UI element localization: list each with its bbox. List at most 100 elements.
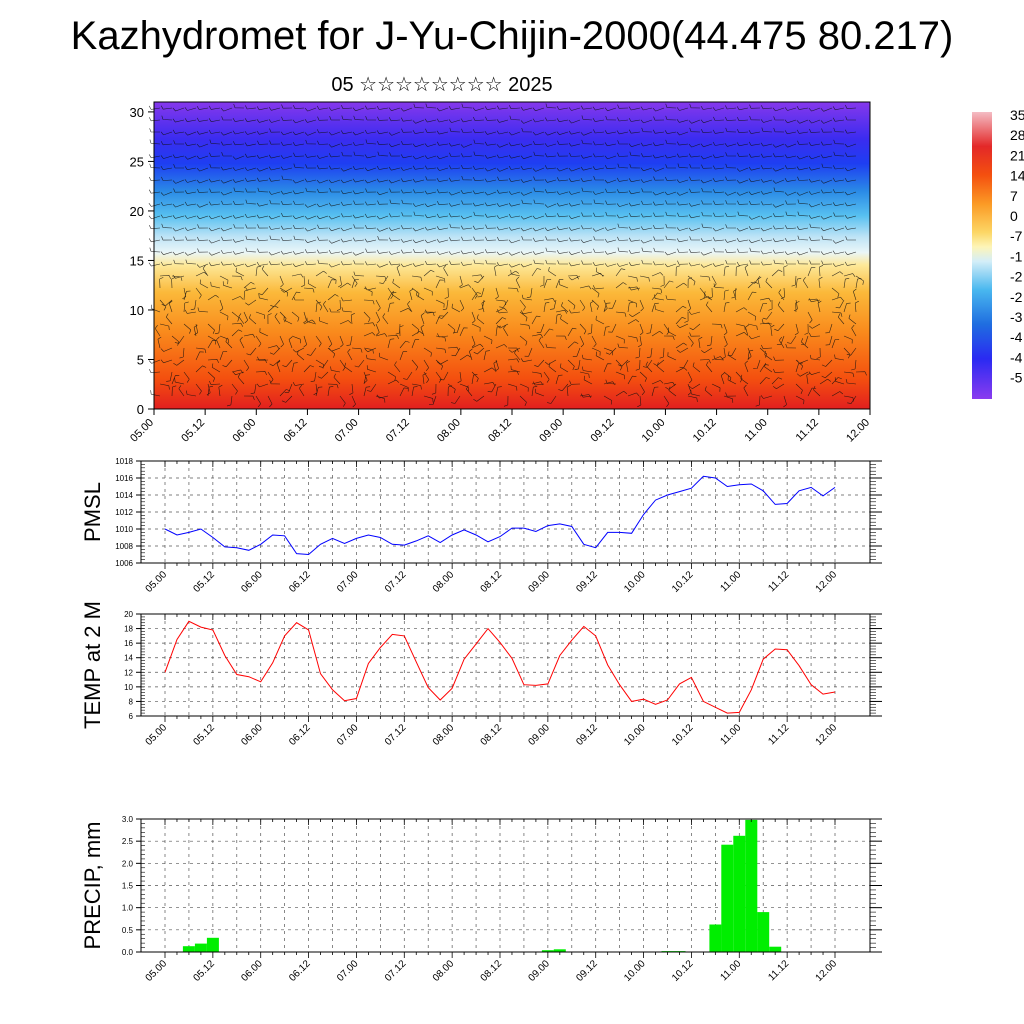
x-tick-label: 06.00 <box>230 417 258 445</box>
y-tick-label: 20 <box>124 610 133 619</box>
y-tick-label: 25 <box>130 154 144 169</box>
x-tick-label: 10.12 <box>691 417 719 445</box>
x-tick-label: 09.00 <box>527 722 553 748</box>
y-tick-label: 14 <box>124 654 133 663</box>
x-tick-label: 09.12 <box>574 958 600 984</box>
x-tick-label: 07.00 <box>335 722 361 748</box>
x-tick-label: 06.00 <box>239 958 265 984</box>
y-tick-label: 0.0 <box>122 948 134 957</box>
y-tick-label: 1018 <box>115 457 133 466</box>
x-tick-label: 11.00 <box>718 569 743 594</box>
x-tick-label: 10.00 <box>622 958 648 984</box>
colorbar-label: -4 <box>1010 329 1023 345</box>
x-tick-label: 06.12 <box>287 569 313 595</box>
x-tick-label: 10.12 <box>670 569 696 595</box>
series-line <box>164 475 836 556</box>
x-tick-label: 06.12 <box>287 722 313 748</box>
colorbar-label: -2 <box>1010 269 1023 285</box>
colorbar-label: -1 <box>1010 248 1023 264</box>
x-tick-label: 05.12 <box>179 417 207 445</box>
colorbar-label: -5 <box>1010 370 1023 386</box>
y-tick-label: 18 <box>124 625 133 634</box>
y-tick-label: 10 <box>124 683 133 692</box>
x-tick-label: 05.00 <box>144 958 170 984</box>
panel1-x-axis: 05.00 05.12 06.00 06.12 07.00 07.12 08.00 08.12… <box>128 409 872 445</box>
x-tick-label: 11.12 <box>794 417 821 444</box>
x-tick-label: 12.00 <box>814 722 840 748</box>
series-line <box>164 620 836 714</box>
x-tick-label: 06.00 <box>239 722 265 748</box>
precip-bar <box>745 819 758 952</box>
y-tick-label: 0.5 <box>122 926 134 935</box>
x-tick-label: 08.12 <box>479 569 505 595</box>
precip-bar <box>769 946 782 952</box>
y-tick-label: 15 <box>130 253 144 268</box>
temperature-field <box>154 102 870 409</box>
x-tick-label: 07.12 <box>383 958 409 984</box>
x-tick-label: 12.00 <box>844 417 872 445</box>
x-tick-label: 10.00 <box>622 722 648 748</box>
colorbar-label: 14 <box>1010 168 1024 184</box>
y-tick-label: 3.0 <box>122 815 134 824</box>
page-subtitle: 05 ☆☆☆☆☆☆☆☆ 2025 <box>331 74 553 96</box>
y-tick-label: 20 <box>130 204 144 219</box>
y-tick-label: 8 <box>129 697 134 706</box>
precip-panel: 0.0 0.5 1.0 1.5 2.0 2.5 3.0 05.00 05.12 06.00 06.1… <box>80 815 882 984</box>
precip-bar <box>206 937 219 952</box>
colorbar-labels: 35 28 21 14 7 0 -7 -1 -2 -2 -3 -4 -4 -5 <box>1010 107 1024 386</box>
x-tick-label: 11.12 <box>766 958 791 983</box>
colorbar-label: 35 <box>1010 107 1024 123</box>
precip-bar <box>733 835 746 952</box>
y-tick-label: 1006 <box>115 559 133 568</box>
x-tick-label: 07.00 <box>335 958 361 984</box>
x-tick-label: 07.12 <box>384 417 412 445</box>
x-tick-label: 12.00 <box>814 569 840 595</box>
x-tick-label: 06.12 <box>287 958 313 984</box>
x-tick-label: 12.00 <box>814 958 840 984</box>
precip-bar <box>182 946 195 952</box>
temp-panel: 6 8 10 12 14 16 18 20 05.00 05.12 06.00 06.12 07.00 0… <box>80 601 882 748</box>
x-tick-label: 05.00 <box>144 569 170 595</box>
x-tick-label: 11.00 <box>718 722 743 747</box>
pmsl-panel: 1006 1008 1010 1012 1014 1016 1018 05.00 05.12 06… <box>80 457 882 595</box>
x-tick-label: 07.12 <box>383 569 409 595</box>
x-tick-label: 06.12 <box>282 417 310 445</box>
page-title: Kazhydromet for J-Yu-Chijin-2000(44.475 … <box>70 14 954 58</box>
y-tick-label: 2.5 <box>122 837 134 846</box>
y-tick-label: 16 <box>124 639 133 648</box>
colorbar-label: -3 <box>1010 309 1023 325</box>
y-tick-label: 30 <box>130 105 144 120</box>
y-tick-label: 1014 <box>115 491 133 500</box>
y-tick-label: 5 <box>137 352 144 367</box>
y-tick-label: 0 <box>137 402 144 417</box>
colorbar-strip <box>972 112 992 399</box>
x-tick-label: 07.00 <box>335 569 361 595</box>
y-tick-label: 1016 <box>115 474 133 483</box>
x-tick-label: 08.00 <box>431 569 457 595</box>
precip-bar <box>709 924 722 952</box>
panel1-y-axis: 0 5 10 15 20 25 30 <box>130 105 154 417</box>
colorbar-label: -2 <box>1010 289 1023 305</box>
x-tick-label: 08.12 <box>479 958 505 984</box>
wind-barbs <box>148 103 867 408</box>
x-tick-label: 07.00 <box>333 417 361 445</box>
y-tick-label: 1012 <box>115 508 133 517</box>
x-tick-label: 09.00 <box>537 417 565 445</box>
y-axis-title: TEMP at 2 M <box>80 601 105 729</box>
colorbar-label: 7 <box>1010 188 1018 204</box>
y-tick-label: 1.0 <box>122 904 134 913</box>
y-tick-label: 10 <box>130 303 144 318</box>
x-tick-label: 10.12 <box>670 722 696 748</box>
x-tick-label: 09.00 <box>527 958 553 984</box>
x-tick-label: 08.00 <box>435 417 463 445</box>
x-tick-label: 05.12 <box>192 958 218 984</box>
x-tick-label: 06.00 <box>239 569 265 595</box>
x-tick-label: 09.12 <box>588 417 616 445</box>
x-tick-label: 08.12 <box>479 722 505 748</box>
precip-bar <box>721 844 734 952</box>
x-tick-label: 05.12 <box>192 722 218 748</box>
y-tick-label: 1008 <box>115 542 133 551</box>
y-axis-title: PRECIP, mm <box>80 822 105 950</box>
colorbar-label: 28 <box>1010 127 1024 143</box>
panel-frame <box>140 613 871 717</box>
